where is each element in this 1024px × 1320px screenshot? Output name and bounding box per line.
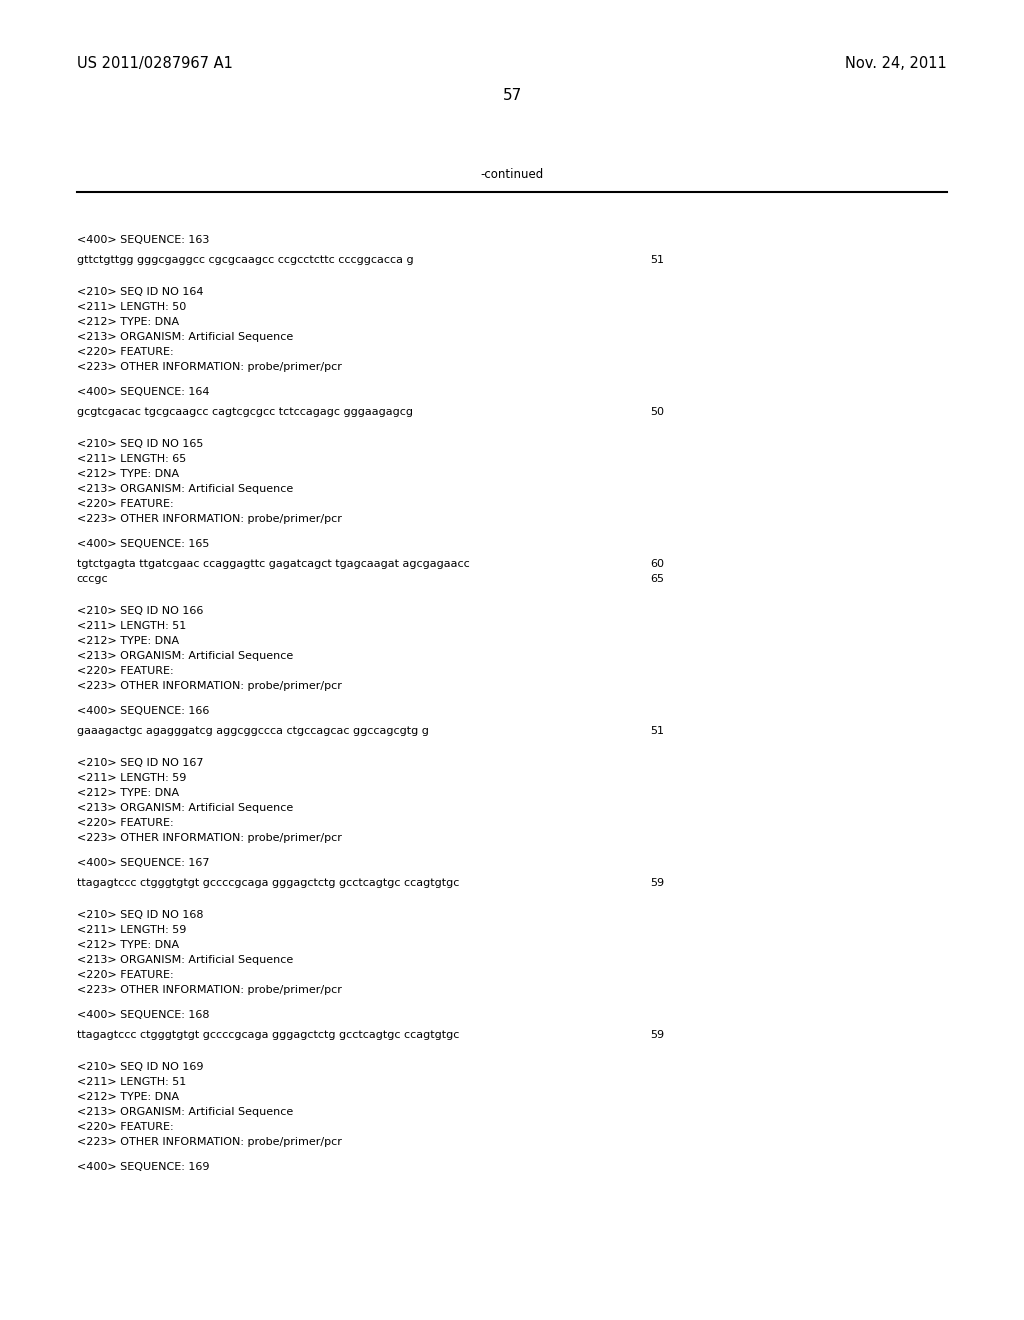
Text: <223> OTHER INFORMATION: probe/primer/pcr: <223> OTHER INFORMATION: probe/primer/pc… <box>77 513 342 524</box>
Text: <210> SEQ ID NO 165: <210> SEQ ID NO 165 <box>77 440 203 449</box>
Text: <400> SEQUENCE: 163: <400> SEQUENCE: 163 <box>77 235 209 246</box>
Text: <212> TYPE: DNA: <212> TYPE: DNA <box>77 788 179 799</box>
Text: <210> SEQ ID NO 164: <210> SEQ ID NO 164 <box>77 286 204 297</box>
Text: <400> SEQUENCE: 166: <400> SEQUENCE: 166 <box>77 706 209 715</box>
Text: Nov. 24, 2011: Nov. 24, 2011 <box>846 55 947 71</box>
Text: <211> LENGTH: 59: <211> LENGTH: 59 <box>77 774 186 783</box>
Text: <213> ORGANISM: Artificial Sequence: <213> ORGANISM: Artificial Sequence <box>77 954 293 965</box>
Text: <211> LENGTH: 65: <211> LENGTH: 65 <box>77 454 186 465</box>
Text: cccgc: cccgc <box>77 574 109 583</box>
Text: <400> SEQUENCE: 169: <400> SEQUENCE: 169 <box>77 1162 209 1172</box>
Text: ttagagtccc ctgggtgtgt gccccgcaga gggagctctg gcctcagtgc ccagtgtgc: ttagagtccc ctgggtgtgt gccccgcaga gggagct… <box>77 878 459 888</box>
Text: <220> FEATURE:: <220> FEATURE: <box>77 499 173 510</box>
Text: <211> LENGTH: 50: <211> LENGTH: 50 <box>77 302 186 312</box>
Text: <212> TYPE: DNA: <212> TYPE: DNA <box>77 317 179 327</box>
Text: 65: 65 <box>650 574 665 583</box>
Text: <400> SEQUENCE: 164: <400> SEQUENCE: 164 <box>77 387 209 397</box>
Text: gcgtcgacac tgcgcaagcc cagtcgcgcc tctccagagc gggaagagcg: gcgtcgacac tgcgcaagcc cagtcgcgcc tctccag… <box>77 407 413 417</box>
Text: <400> SEQUENCE: 168: <400> SEQUENCE: 168 <box>77 1010 209 1020</box>
Text: tgtctgagta ttgatcgaac ccaggagttc gagatcagct tgagcaagat agcgagaacc: tgtctgagta ttgatcgaac ccaggagttc gagatca… <box>77 558 470 569</box>
Text: <212> TYPE: DNA: <212> TYPE: DNA <box>77 636 179 645</box>
Text: <213> ORGANISM: Artificial Sequence: <213> ORGANISM: Artificial Sequence <box>77 484 293 494</box>
Text: <223> OTHER INFORMATION: probe/primer/pcr: <223> OTHER INFORMATION: probe/primer/pc… <box>77 1137 342 1147</box>
Text: 51: 51 <box>650 255 665 265</box>
Text: 57: 57 <box>503 88 521 103</box>
Text: <210> SEQ ID NO 168: <210> SEQ ID NO 168 <box>77 909 204 920</box>
Text: 50: 50 <box>650 407 665 417</box>
Text: ttagagtccc ctgggtgtgt gccccgcaga gggagctctg gcctcagtgc ccagtgtgc: ttagagtccc ctgggtgtgt gccccgcaga gggagct… <box>77 1030 459 1040</box>
Text: <210> SEQ ID NO 166: <210> SEQ ID NO 166 <box>77 606 203 616</box>
Text: <211> LENGTH: 59: <211> LENGTH: 59 <box>77 925 186 935</box>
Text: <212> TYPE: DNA: <212> TYPE: DNA <box>77 1092 179 1102</box>
Text: <220> FEATURE:: <220> FEATURE: <box>77 347 173 356</box>
Text: <210> SEQ ID NO 167: <210> SEQ ID NO 167 <box>77 758 204 768</box>
Text: 59: 59 <box>650 1030 665 1040</box>
Text: <223> OTHER INFORMATION: probe/primer/pcr: <223> OTHER INFORMATION: probe/primer/pc… <box>77 985 342 995</box>
Text: -continued: -continued <box>480 168 544 181</box>
Text: <212> TYPE: DNA: <212> TYPE: DNA <box>77 469 179 479</box>
Text: <220> FEATURE:: <220> FEATURE: <box>77 970 173 979</box>
Text: <211> LENGTH: 51: <211> LENGTH: 51 <box>77 1077 186 1086</box>
Text: gttctgttgg gggcgaggcc cgcgcaagcc ccgcctcttc cccggcacca g: gttctgttgg gggcgaggcc cgcgcaagcc ccgcctc… <box>77 255 414 265</box>
Text: <213> ORGANISM: Artificial Sequence: <213> ORGANISM: Artificial Sequence <box>77 333 293 342</box>
Text: <213> ORGANISM: Artificial Sequence: <213> ORGANISM: Artificial Sequence <box>77 1107 293 1117</box>
Text: <400> SEQUENCE: 165: <400> SEQUENCE: 165 <box>77 539 209 549</box>
Text: 51: 51 <box>650 726 665 737</box>
Text: <212> TYPE: DNA: <212> TYPE: DNA <box>77 940 179 950</box>
Text: <213> ORGANISM: Artificial Sequence: <213> ORGANISM: Artificial Sequence <box>77 651 293 661</box>
Text: <223> OTHER INFORMATION: probe/primer/pcr: <223> OTHER INFORMATION: probe/primer/pc… <box>77 681 342 690</box>
Text: <223> OTHER INFORMATION: probe/primer/pcr: <223> OTHER INFORMATION: probe/primer/pc… <box>77 833 342 843</box>
Text: 60: 60 <box>650 558 665 569</box>
Text: US 2011/0287967 A1: US 2011/0287967 A1 <box>77 55 232 71</box>
Text: <220> FEATURE:: <220> FEATURE: <box>77 1122 173 1133</box>
Text: gaaagactgc agagggatcg aggcggccca ctgccagcac ggccagcgtg g: gaaagactgc agagggatcg aggcggccca ctgccag… <box>77 726 429 737</box>
Text: 59: 59 <box>650 878 665 888</box>
Text: <400> SEQUENCE: 167: <400> SEQUENCE: 167 <box>77 858 209 869</box>
Text: <223> OTHER INFORMATION: probe/primer/pcr: <223> OTHER INFORMATION: probe/primer/pc… <box>77 362 342 372</box>
Text: <210> SEQ ID NO 169: <210> SEQ ID NO 169 <box>77 1063 204 1072</box>
Text: <211> LENGTH: 51: <211> LENGTH: 51 <box>77 620 186 631</box>
Text: <220> FEATURE:: <220> FEATURE: <box>77 667 173 676</box>
Text: <220> FEATURE:: <220> FEATURE: <box>77 818 173 828</box>
Text: <213> ORGANISM: Artificial Sequence: <213> ORGANISM: Artificial Sequence <box>77 803 293 813</box>
